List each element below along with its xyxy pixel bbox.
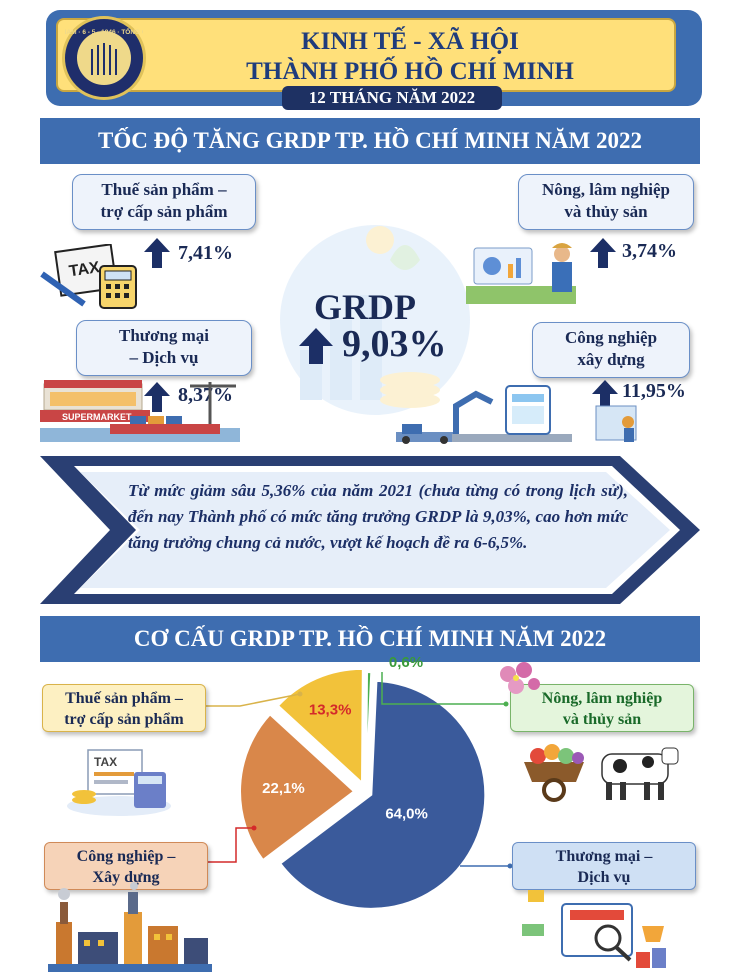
pie-slice-2 <box>276 667 364 786</box>
statement-chevron-frame <box>40 456 700 604</box>
sector-industry-up-arrow-icon <box>592 380 618 410</box>
logo-text: CHXHCN VIỆT NAM · 6 - 5 - 1946 · TỔNG CỤ… <box>65 26 143 36</box>
growth-statement: Từ mức giảm sâu 5,36% của năm 2021 (chưa… <box>128 481 628 552</box>
harvest-cow-illustration <box>524 744 679 802</box>
structure-agri-box: Nông, lâm nghiệp và thủy sản <box>510 684 694 732</box>
sector-tax-up-arrow-icon <box>144 238 170 268</box>
growth-background-illustration <box>280 225 470 415</box>
header-title-line2: THÀNH PHỐ HỒ CHÍ MINH <box>246 58 574 85</box>
structure-agri-line2: và thủy sản <box>562 711 642 728</box>
pie-slice-0 <box>278 679 487 910</box>
structure-industry-line1: Công nghiệp – <box>76 848 176 865</box>
structure-tax-line1: Thuế sản phẩm – <box>65 690 183 707</box>
pie-label-2: 13,3% <box>309 702 352 719</box>
sector-trade-box: Thương mại – Dịch vụ <box>76 320 252 376</box>
orchid-flower-illustration <box>500 662 540 694</box>
pie-label-3: 0,6% <box>389 654 423 671</box>
sector-tax-value: 7,41% <box>178 242 233 264</box>
leader-industry <box>208 827 254 863</box>
section1-title: TỐC ĐỘ TĂNG GRDP TP. HỒ CHÍ MINH NĂM 202… <box>40 118 700 164</box>
sector-industry-label-line2: xây dựng <box>577 350 645 369</box>
sector-trade-up-arrow-icon <box>144 382 170 412</box>
structure-industry-line2: Xây dựng <box>92 869 160 886</box>
structure-agri-line1: Nông, lâm nghiệp <box>541 690 663 707</box>
grdp-label: GRDP <box>314 287 416 327</box>
tax-docs-text: TAX <box>94 755 117 769</box>
factory-automation-illustration <box>396 385 637 444</box>
structure-tax-line2: trợ cấp sản phẩm <box>64 711 184 728</box>
sector-industry-label-line1: Công nghiệp <box>564 328 658 347</box>
header-title-line1: KINH TẾ - XÃ HỘI <box>301 28 519 55</box>
supermarket-text: SUPERMARKET <box>62 412 132 422</box>
sector-industry-box: Công nghiệp xây dựng <box>532 322 690 378</box>
tax-text: TAX <box>68 259 101 280</box>
sector-industry-value: 11,95% <box>622 380 686 402</box>
period-badge: 12 THÁNG NĂM 2022 <box>282 86 502 110</box>
logo-ring-text: CHXHCN VIỆT NAM · 6 - 5 - 1946 · TỔNG CỤ… <box>65 26 143 75</box>
sector-tax-box: Thuế sản phẩm – trợ cấp sản phẩm <box>72 174 256 230</box>
structure-tax-box: Thuế sản phẩm – trợ cấp sản phẩm <box>42 684 206 732</box>
sector-agri-label-line2: và thủy sản <box>564 202 648 221</box>
leader-tax-end <box>297 691 303 697</box>
supermarket-port-illustration: SUPERMARKET <box>40 380 240 442</box>
leader-agri <box>381 672 506 705</box>
pie-label-1: 22,1% <box>262 780 305 797</box>
sector-agri-up-arrow-icon <box>590 238 616 268</box>
leader-industry-end <box>251 825 257 831</box>
grdp-value: 9,03% <box>342 323 447 365</box>
sector-agri-label-line1: Nông, lâm nghiệp <box>542 180 670 199</box>
leader-trade-end <box>507 863 513 869</box>
structure-trade-box: Thương mại – Dịch vụ <box>512 842 696 890</box>
structure-industry-box: Công nghiệp – Xây dựng <box>44 842 208 890</box>
pie-slice-1 <box>239 712 356 862</box>
gso-logo: CHXHCN VIỆT NAM · 6 - 5 - 1946 · TỔNG CỤ… <box>62 16 146 100</box>
sector-agri-value: 3,74% <box>622 240 677 262</box>
sector-tax-label-line2: trợ cấp sản phẩm <box>100 202 228 221</box>
industrial-factory-illustration <box>48 882 212 972</box>
tax-documents-illustration: TAX <box>67 749 171 816</box>
pie-slice-3 <box>365 670 373 787</box>
structure-trade-line2: Dịch vụ <box>577 869 631 886</box>
leader-tax <box>204 693 301 707</box>
leader-agri-end <box>503 701 509 707</box>
sector-agri-box: Nông, lâm nghiệp và thủy sản <box>518 174 694 230</box>
tax-calculator-illustration: TAX <box>40 244 137 309</box>
sector-tax-label-line1: Thuế sản phẩm – <box>101 180 227 199</box>
sector-trade-label-line2: – Dịch vụ <box>129 348 199 367</box>
farmer-illustration <box>466 243 576 304</box>
grdp-up-arrow-icon <box>299 328 333 364</box>
header-panel <box>56 18 676 92</box>
ecommerce-shopping-illustration <box>522 890 666 968</box>
sector-trade-value: 8,37% <box>178 384 233 406</box>
sector-trade-label-line1: Thương mại <box>119 326 209 345</box>
section2-title: CƠ CẤU GRDP TP. HỒ CHÍ MINH NĂM 2022 <box>40 616 700 662</box>
pie-label-0: 64,0% <box>385 805 428 822</box>
structure-trade-line1: Thương mại – <box>555 848 653 865</box>
